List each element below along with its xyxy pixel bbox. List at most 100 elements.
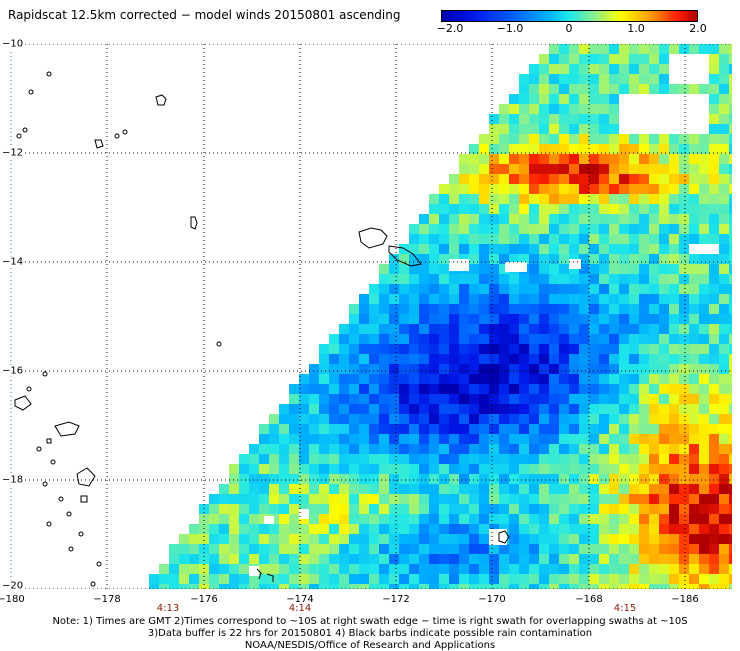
wind-difference-cell bbox=[669, 204, 679, 214]
wind-difference-cell bbox=[709, 374, 719, 384]
wind-difference-cell bbox=[689, 334, 699, 344]
wind-difference-cell bbox=[679, 204, 689, 214]
wind-difference-cell bbox=[549, 94, 559, 104]
wind-difference-cell bbox=[379, 574, 389, 584]
wind-difference-cell bbox=[289, 474, 299, 484]
wind-difference-cell bbox=[559, 154, 569, 164]
wind-difference-cell bbox=[729, 134, 732, 144]
wind-difference-cell bbox=[439, 474, 449, 484]
wind-difference-cell bbox=[419, 474, 429, 484]
wind-difference-cell bbox=[449, 174, 459, 184]
wind-difference-cell bbox=[469, 304, 479, 314]
wind-difference-cell bbox=[419, 464, 429, 474]
wind-difference-cell bbox=[349, 394, 359, 404]
wind-difference-cell bbox=[479, 464, 489, 474]
wind-difference-cell bbox=[359, 474, 369, 484]
wind-difference-cell bbox=[719, 224, 729, 234]
wind-difference-cell bbox=[359, 404, 369, 414]
wind-difference-cell bbox=[279, 454, 289, 464]
wind-difference-cell bbox=[669, 44, 679, 54]
wind-difference-cell bbox=[399, 414, 409, 424]
wind-difference-cell bbox=[579, 174, 589, 184]
wind-difference-cell bbox=[429, 264, 439, 274]
wind-difference-cell bbox=[629, 394, 639, 404]
wind-difference-cell bbox=[639, 154, 649, 164]
wind-difference-cell bbox=[659, 184, 669, 194]
wind-difference-cell bbox=[619, 544, 629, 554]
wind-difference-cell bbox=[479, 374, 489, 384]
wind-difference-cell bbox=[709, 544, 719, 554]
wind-difference-cell bbox=[579, 504, 589, 514]
wind-difference-cell bbox=[249, 444, 259, 454]
wind-difference-cell bbox=[709, 304, 719, 314]
wind-difference-cell bbox=[609, 584, 619, 589]
wind-difference-cell bbox=[559, 404, 569, 414]
wind-difference-cell bbox=[599, 194, 609, 204]
wind-difference-cell bbox=[659, 504, 669, 514]
wind-difference-cell bbox=[559, 274, 569, 284]
wind-difference-cell bbox=[329, 454, 339, 464]
wind-difference-cell bbox=[379, 334, 389, 344]
wind-difference-cell bbox=[589, 364, 599, 374]
wind-difference-cell bbox=[709, 334, 719, 344]
wind-difference-cell bbox=[719, 334, 729, 344]
wind-difference-cell bbox=[619, 474, 629, 484]
wind-difference-cell bbox=[309, 464, 319, 474]
wind-difference-cell bbox=[519, 294, 529, 304]
wind-difference-cell bbox=[619, 154, 629, 164]
wind-difference-cell bbox=[379, 534, 389, 544]
island-outline bbox=[76, 467, 96, 487]
wind-difference-cell bbox=[569, 434, 579, 444]
wind-difference-cell bbox=[409, 354, 419, 364]
wind-difference-cell bbox=[469, 424, 479, 434]
wind-difference-cell bbox=[289, 564, 299, 574]
wind-difference-cell bbox=[379, 324, 389, 334]
wind-difference-cell bbox=[429, 254, 439, 264]
missing-data-gap bbox=[489, 529, 507, 545]
wind-difference-cell bbox=[539, 74, 549, 84]
wind-difference-cell bbox=[659, 84, 669, 94]
wind-difference-cell bbox=[649, 364, 659, 374]
wind-difference-cell bbox=[399, 384, 409, 394]
wind-difference-cell bbox=[629, 304, 639, 314]
wind-difference-cell bbox=[629, 444, 639, 454]
wind-difference-cell bbox=[449, 314, 459, 324]
wind-difference-cell bbox=[349, 524, 359, 534]
wind-difference-cell bbox=[359, 324, 369, 334]
wind-difference-cell bbox=[719, 204, 729, 214]
wind-difference-cell bbox=[619, 64, 629, 74]
wind-difference-cell bbox=[579, 484, 589, 494]
wind-difference-cell bbox=[549, 384, 559, 394]
wind-difference-cell bbox=[719, 244, 729, 254]
wind-difference-cell bbox=[429, 394, 439, 404]
wind-difference-cell bbox=[679, 494, 689, 504]
wind-difference-cell bbox=[549, 284, 559, 294]
wind-difference-cell bbox=[589, 384, 599, 394]
wind-difference-cell bbox=[419, 374, 429, 384]
wind-difference-cell bbox=[639, 444, 649, 454]
wind-difference-cell bbox=[599, 294, 609, 304]
colorbar-tick: −2.0 bbox=[436, 22, 464, 35]
wind-difference-cell bbox=[389, 274, 399, 284]
wind-difference-cell bbox=[729, 334, 732, 344]
wind-difference-cell bbox=[569, 134, 579, 144]
wind-difference-cell bbox=[679, 324, 689, 334]
wind-difference-cell bbox=[689, 204, 699, 214]
wind-difference-cell bbox=[409, 264, 419, 274]
wind-difference-cell bbox=[479, 404, 489, 414]
wind-difference-cell bbox=[709, 174, 719, 184]
wind-difference-cell bbox=[609, 114, 619, 124]
wind-difference-cell bbox=[439, 194, 449, 204]
wind-difference-cell bbox=[659, 294, 669, 304]
wind-difference-cell bbox=[269, 444, 279, 454]
wind-difference-cell bbox=[449, 374, 459, 384]
wind-difference-cell bbox=[299, 484, 309, 494]
wind-difference-cell bbox=[729, 154, 732, 164]
wind-difference-cell bbox=[559, 134, 569, 144]
wind-difference-cell bbox=[449, 304, 459, 314]
wind-difference-cell bbox=[259, 434, 269, 444]
wind-difference-cell bbox=[529, 124, 539, 134]
wind-difference-cell bbox=[489, 274, 499, 284]
wind-difference-cell bbox=[619, 274, 629, 284]
wind-difference-cell bbox=[439, 564, 449, 574]
